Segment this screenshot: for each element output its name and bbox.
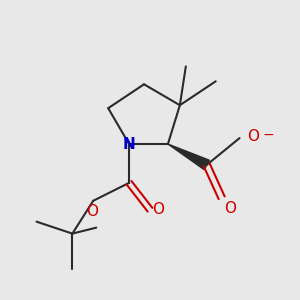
Text: O: O bbox=[86, 204, 98, 219]
Text: −: − bbox=[262, 128, 274, 142]
Text: O: O bbox=[247, 129, 259, 144]
Text: N: N bbox=[123, 136, 136, 152]
Text: O: O bbox=[224, 201, 236, 216]
Text: O: O bbox=[152, 202, 164, 217]
Polygon shape bbox=[168, 144, 209, 170]
